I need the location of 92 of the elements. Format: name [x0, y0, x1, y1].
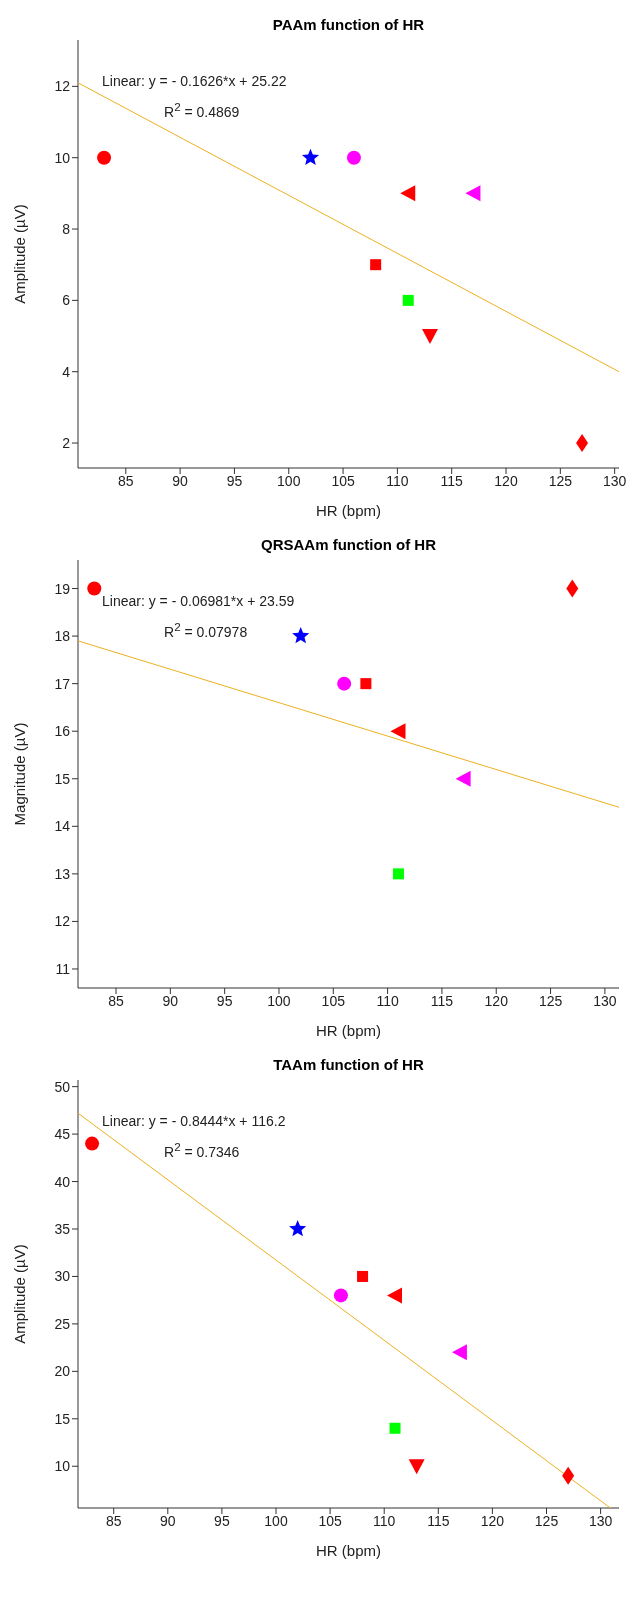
- point: [357, 1270, 369, 1282]
- y-tick-label: 13: [54, 865, 71, 882]
- y-tick-label: 17: [54, 675, 71, 692]
- x-tick-label: 115: [427, 1512, 450, 1529]
- point: [400, 185, 416, 202]
- y-tick-label: 19: [54, 580, 71, 597]
- point: [408, 1459, 425, 1475]
- y-tick-label: 15: [54, 1410, 71, 1427]
- point: [370, 259, 382, 271]
- x-tick-label: 110: [373, 1512, 396, 1529]
- x-tick-label: 100: [277, 472, 301, 489]
- point: [97, 150, 112, 165]
- x-tick-label: 120: [484, 992, 509, 1009]
- annotation: Linear: y = - 0.8444*x + 116.2: [102, 1112, 286, 1131]
- x-tick-label: 130: [593, 992, 617, 1009]
- x-axis-title: HR (bpm): [315, 502, 382, 519]
- x-tick-label: 95: [226, 472, 243, 489]
- point: [87, 581, 102, 596]
- chart-title: TAAm function of HR: [272, 1056, 425, 1073]
- y-axis-title: Amplitude (µV): [11, 204, 29, 304]
- x-tick-label: 120: [494, 472, 518, 489]
- x-tick-label: 105: [321, 992, 346, 1009]
- x-tick-label: 100: [267, 992, 291, 1009]
- y-tick-label: 6: [62, 292, 71, 309]
- x-tick-label: 125: [538, 992, 563, 1009]
- annotation: Linear: y = - 0.06981*x + 23.59: [102, 592, 295, 611]
- y-tick-label: 45: [54, 1126, 71, 1143]
- x-tick-label: 90: [172, 472, 189, 489]
- y-tick-label: 14: [54, 818, 71, 835]
- x-tick-label: 105: [331, 472, 355, 489]
- x-tick-label: 100: [264, 1512, 288, 1529]
- point: [85, 1136, 100, 1151]
- x-tick-label: 120: [480, 1512, 505, 1529]
- point: [387, 1287, 403, 1304]
- x-tick-label: 90: [162, 992, 179, 1009]
- x-tick-label: 130: [588, 1512, 613, 1529]
- chart-title: QRSAAm function of HR: [260, 536, 437, 553]
- y-tick-label: 8: [62, 221, 71, 237]
- y-tick-label: 15: [54, 770, 71, 787]
- annotation: R$^{2}$ = 0.4869: [163, 99, 241, 122]
- y-axis-title: Magnitude (µV): [11, 722, 29, 826]
- point: [455, 770, 471, 787]
- y-tick-label: 40: [54, 1173, 71, 1190]
- point: [337, 676, 352, 691]
- point: [292, 627, 310, 644]
- point: [390, 723, 406, 740]
- annotation: Linear: y = - 0.1626*x + 25.22: [102, 72, 287, 91]
- x-axis-title: HR (bpm): [315, 1022, 382, 1039]
- x-tick-label: 125: [548, 472, 573, 489]
- x-tick-label: 110: [376, 992, 399, 1009]
- y-tick-label: 11: [55, 960, 71, 977]
- x-tick-label: 95: [214, 1512, 230, 1529]
- x-axis-title: HR (bpm): [315, 1542, 382, 1559]
- chart-title: PAAm function of HR: [271, 16, 426, 33]
- x-tick-label: 85: [105, 1512, 122, 1529]
- point: [289, 1219, 307, 1237]
- y-tick-label: 4: [62, 363, 71, 380]
- point: [465, 185, 481, 202]
- point: [451, 1344, 467, 1361]
- y-axis-title: Amplitude (µV): [11, 1244, 29, 1344]
- y-tick-label: 35: [54, 1220, 71, 1237]
- y-tick-label: 20: [54, 1363, 71, 1380]
- y-tick-label: 18: [54, 628, 71, 645]
- x-tick-label: 90: [160, 1512, 176, 1529]
- point: [360, 678, 372, 690]
- x-tick-label: 115: [430, 992, 454, 1009]
- y-tick-label: 25: [54, 1315, 71, 1332]
- y-tick-label: 12: [54, 78, 71, 95]
- y-tick-label: 2: [62, 435, 71, 451]
- y-tick-label: 50: [54, 1078, 71, 1095]
- x-tick-label: 115: [440, 472, 464, 489]
- x-tick-label: 130: [602, 472, 627, 489]
- point: [389, 1422, 401, 1434]
- x-tick-label: 95: [216, 992, 233, 1009]
- point: [333, 1288, 348, 1303]
- y-tick-label: 30: [54, 1268, 71, 1285]
- annotation: R$^{2}$ = 0.7346: [163, 1139, 241, 1162]
- x-tick-label: 110: [386, 472, 409, 489]
- y-tick-label: 10: [54, 1458, 71, 1475]
- point: [392, 868, 404, 880]
- point: [346, 150, 361, 165]
- point: [421, 329, 438, 345]
- point: [402, 294, 414, 306]
- x-tick-label: 85: [108, 992, 125, 1009]
- point: [301, 148, 320, 165]
- x-tick-label: 105: [318, 1512, 342, 1529]
- y-tick-label: 16: [54, 723, 71, 740]
- y-tick-label: 10: [54, 149, 71, 166]
- y-tick-label: 12: [54, 913, 71, 930]
- x-tick-label: 125: [534, 1512, 559, 1529]
- annotation: R$^{2}$ = 0.07978: [163, 619, 249, 642]
- x-tick-label: 85: [118, 472, 134, 489]
